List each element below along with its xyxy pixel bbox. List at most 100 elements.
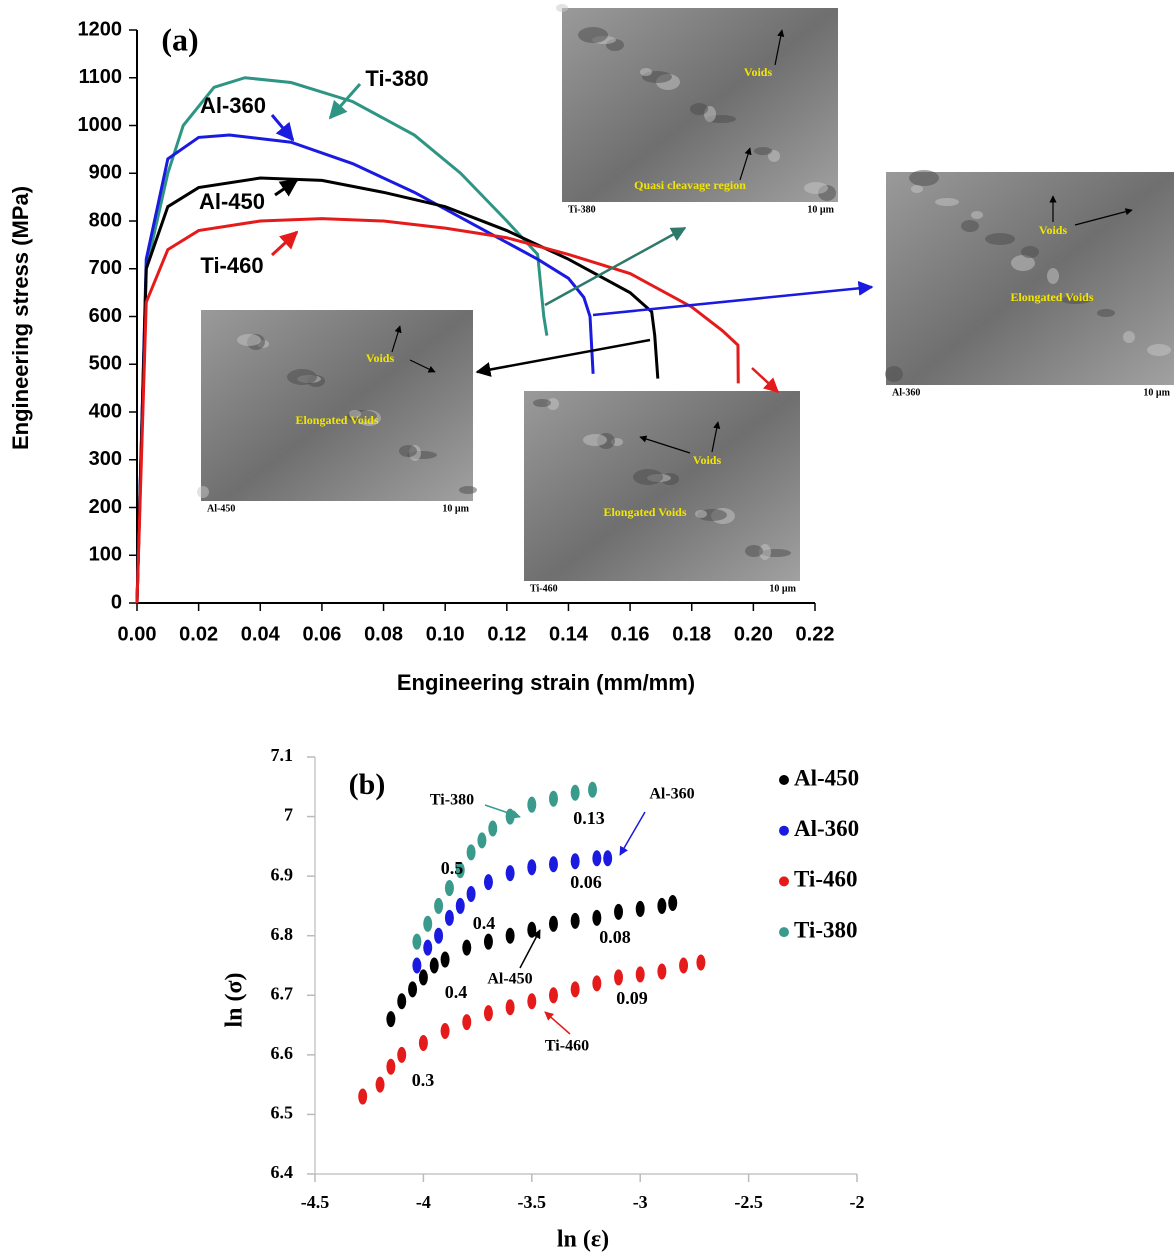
y-tick-label: 700: [89, 257, 122, 279]
x-tick-label: 0.02: [179, 623, 218, 645]
y-tick-label: 0: [111, 591, 122, 613]
annotation: 0.08: [599, 927, 631, 947]
x-axis-title: ln (ε): [557, 1227, 609, 1253]
sem-texture: [197, 486, 209, 498]
sem-texture: [399, 445, 417, 457]
annotation: 0.13: [573, 808, 605, 828]
y-tick-label: 6.7: [271, 983, 294, 1003]
data-point: [462, 940, 471, 956]
annotation: 0.09: [616, 988, 648, 1008]
data-point: [423, 916, 432, 932]
y-tick-label: 1200: [78, 18, 123, 40]
sem-info-bar: [201, 501, 473, 517]
sem-name: Al-360: [892, 387, 920, 398]
series-label: Al-450: [199, 189, 265, 214]
data-point: [571, 981, 580, 997]
x-tick-label: -4: [416, 1192, 431, 1212]
data-point: [397, 993, 406, 1009]
data-point: [696, 955, 705, 971]
sem-note: Voids: [744, 65, 773, 79]
data-point: [441, 1023, 450, 1039]
series-label: Ti-460: [545, 1038, 589, 1055]
x-tick-label: 0.16: [611, 623, 650, 645]
data-point: [445, 910, 454, 926]
data-point: [358, 1089, 367, 1105]
sem-texture: [1123, 331, 1135, 343]
sem-texture: [911, 185, 923, 193]
y-tick-label: 6.9: [271, 864, 294, 884]
sem-texture: [909, 170, 939, 186]
data-point: [636, 901, 645, 917]
data-point: [419, 969, 428, 985]
sem-texture: [1047, 268, 1059, 284]
sem-texture: [985, 233, 1015, 245]
data-point: [397, 1047, 406, 1063]
data-point: [386, 1011, 395, 1027]
y-tick-label: 6.5: [271, 1103, 294, 1123]
data-point: [386, 1059, 395, 1075]
x-tick-label: 0.12: [487, 623, 526, 645]
data-point: [679, 958, 688, 974]
data-point: [549, 987, 558, 1003]
sem-scale: 10 µm: [769, 583, 796, 594]
data-point: [506, 865, 515, 881]
sem-texture: [971, 211, 983, 219]
data-point: [657, 898, 666, 914]
y-tick-label: 6.8: [271, 924, 294, 944]
sem-note: Elongated Voids: [295, 413, 378, 427]
legend-label: Al-360: [794, 816, 859, 841]
x-tick-label: 0.22: [796, 623, 835, 645]
y-axis-title: Engineering stress (MPa): [8, 186, 33, 450]
data-point: [488, 820, 497, 836]
sem-scale: 10 µm: [442, 503, 469, 514]
data-point: [506, 809, 515, 825]
annotation: 0.06: [570, 872, 602, 892]
sem-texture: [237, 334, 261, 346]
series-label: Al-360: [649, 786, 694, 803]
sem-texture: [754, 147, 772, 155]
sem-texture: [690, 103, 708, 115]
y-tick-label: 200: [89, 496, 122, 518]
y-tick-label: 7.1: [271, 745, 294, 765]
legend-label: Ti-460: [794, 867, 857, 892]
data-point: [592, 910, 601, 926]
data-point: [484, 874, 493, 890]
sem-info-bar: [524, 581, 800, 597]
sem-texture: [640, 68, 652, 76]
y-tick-label: 6.6: [271, 1043, 294, 1063]
data-point: [614, 904, 623, 920]
annotation: 0.5: [441, 858, 464, 878]
legend-marker: [779, 826, 789, 836]
sem-texture: [935, 198, 959, 206]
annotation: 0.4: [473, 913, 496, 933]
sem-info-bar: [886, 385, 1174, 401]
arrow: [330, 84, 360, 118]
data-point: [527, 797, 536, 813]
data-point: [467, 844, 476, 860]
data-point: [592, 850, 601, 866]
data-point: [506, 999, 515, 1015]
x-tick-label: 0.06: [302, 623, 341, 645]
data-point: [614, 969, 623, 985]
data-point: [484, 1005, 493, 1021]
y-tick-label: 100: [89, 544, 122, 566]
data-point: [668, 895, 677, 911]
arrow: [275, 180, 297, 195]
data-point: [549, 791, 558, 807]
data-point: [636, 966, 645, 982]
data-point: [441, 952, 450, 968]
data-point: [588, 782, 597, 798]
data-point: [456, 898, 465, 914]
y-tick-label: 400: [89, 400, 122, 422]
data-point: [592, 975, 601, 991]
sem-note: Elongated Voids: [1010, 290, 1093, 304]
sem-texture: [556, 4, 568, 12]
x-tick-label: 0.18: [672, 623, 711, 645]
sem-texture: [695, 510, 707, 518]
y-tick-label: 900: [89, 162, 122, 184]
annotation: 0.4: [445, 982, 468, 1002]
sem-note: Voids: [366, 351, 395, 365]
x-tick-label: 0.20: [734, 623, 773, 645]
arrow: [272, 232, 297, 255]
arrow: [620, 812, 645, 855]
